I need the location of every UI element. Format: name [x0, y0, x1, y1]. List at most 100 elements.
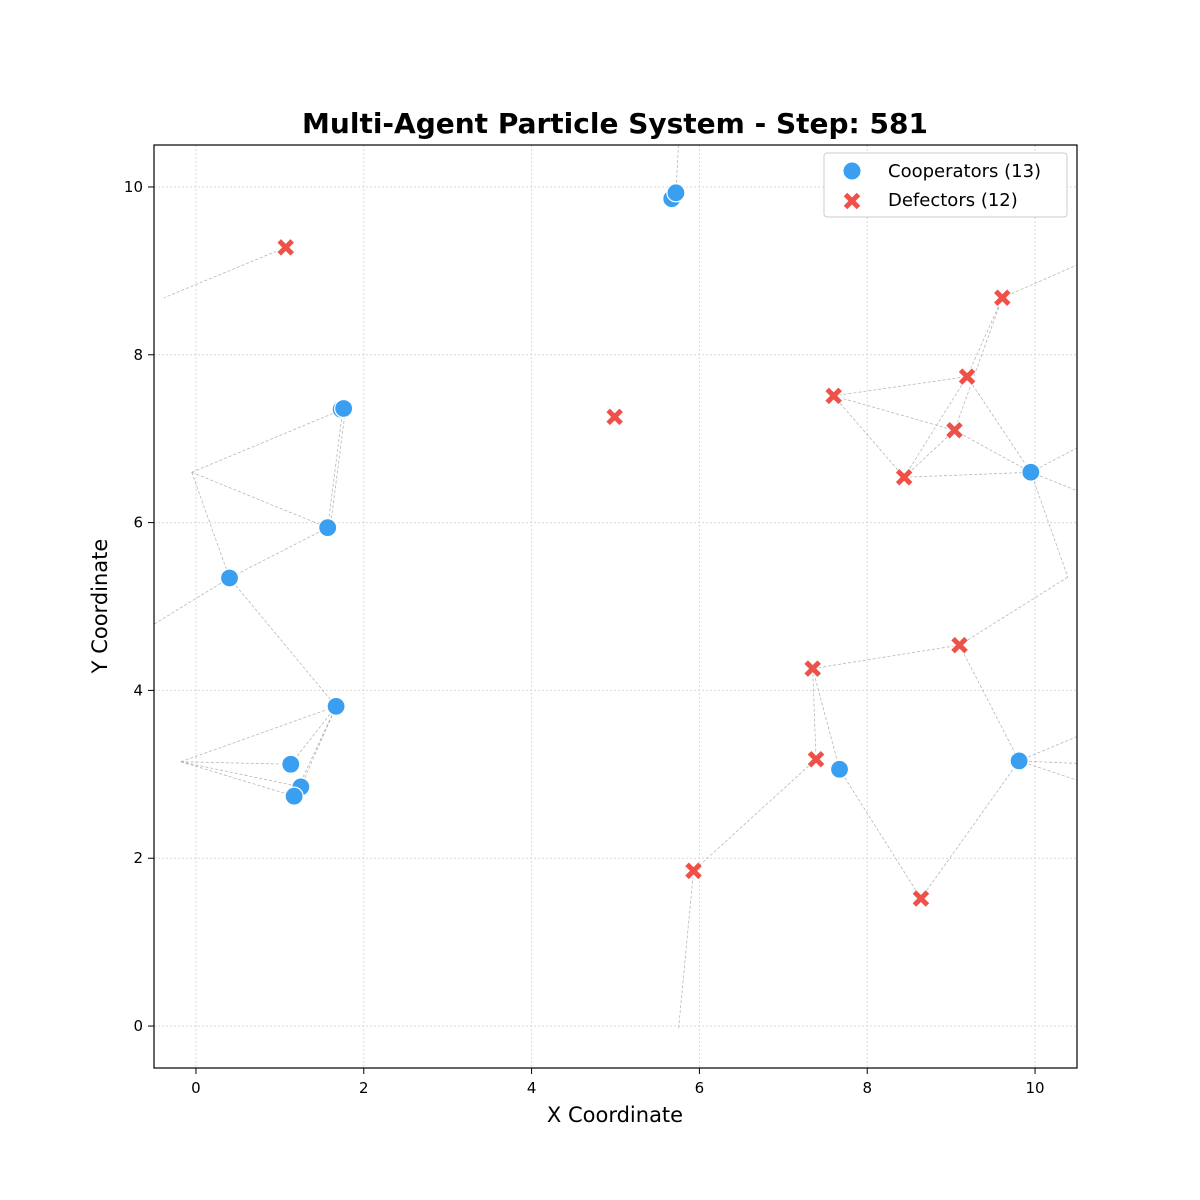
- legend: Cooperators (13) Defectors (12): [823, 152, 1068, 218]
- cooperator-point: [318, 518, 338, 538]
- defector-x-stroke: [277, 239, 295, 256]
- defector-x-stroke: [804, 660, 821, 677]
- cooperator-point: [334, 398, 354, 419]
- legend-defectors-label: Defectors (12): [888, 190, 1018, 211]
- interaction-link: [329, 410, 346, 528]
- defector-x-stroke: [825, 387, 842, 405]
- interaction-link: [191, 408, 343, 473]
- defector-point: [806, 750, 826, 769]
- defector-point: [605, 407, 624, 427]
- interaction-link: [300, 706, 337, 788]
- interaction-link: [153, 577, 230, 625]
- interaction-link: [678, 870, 694, 1031]
- defector-x-stroke: [958, 368, 976, 385]
- chart-title: Multi-Agent Particle System - Step: 581: [302, 107, 928, 140]
- interaction-link: [327, 409, 344, 528]
- interaction-link: [180, 705, 337, 763]
- grid: [154, 145, 1077, 1068]
- y-axis-label: Y Coordinate: [88, 539, 112, 675]
- interaction-link: [904, 471, 1031, 478]
- y-tick-label: 0: [133, 1017, 143, 1035]
- interaction-link: [163, 246, 286, 299]
- data-points: [219, 183, 1041, 908]
- legend-defector-x: [842, 191, 862, 211]
- interaction-link: [966, 297, 1003, 377]
- defector-x-stroke: [807, 750, 825, 768]
- defector-point: [993, 288, 1012, 307]
- interaction-link: [920, 760, 1020, 899]
- interaction-link: [839, 769, 922, 899]
- y-axis: 0 2 4 6 8 10: [124, 178, 154, 1035]
- interaction-link: [954, 429, 1032, 473]
- x-axis: 0 2 4 6 8 10: [191, 1068, 1045, 1097]
- defector-point: [911, 889, 931, 908]
- x-tick-label: 2: [359, 1079, 369, 1097]
- defector-x-stroke: [606, 408, 623, 426]
- y-tick-label: 4: [133, 681, 143, 699]
- interaction-link: [1018, 760, 1078, 781]
- cooperator-point: [829, 759, 850, 779]
- interaction-link: [1002, 264, 1078, 299]
- interaction-link: [693, 758, 817, 872]
- interaction-link: [966, 376, 1032, 473]
- interaction-link: [290, 706, 337, 765]
- cooperator-point: [1009, 751, 1029, 771]
- cooperator-point: [666, 183, 686, 203]
- x-tick-label: 4: [527, 1079, 537, 1097]
- cooperator-point: [1021, 462, 1041, 482]
- cooperator-point: [281, 754, 301, 774]
- defector-point: [894, 468, 914, 487]
- y-tick-label: 2: [133, 849, 143, 867]
- interaction-link: [229, 577, 337, 707]
- defector-x-stroke: [946, 422, 963, 439]
- defector-point: [824, 386, 843, 406]
- legend-cooperator-marker: [842, 161, 862, 181]
- defector-x-stroke: [843, 192, 861, 210]
- interaction-link: [180, 761, 295, 797]
- interaction-link: [959, 644, 1020, 762]
- interaction-link: [229, 527, 328, 579]
- defector-x-stroke: [912, 890, 930, 907]
- defector-point: [684, 861, 703, 880]
- interaction-link: [954, 297, 1003, 431]
- plot-frame: [153, 144, 1078, 1069]
- x-tick-label: 8: [862, 1079, 872, 1097]
- interaction-link: [812, 668, 817, 760]
- legend-cooperators-label: Cooperators (13): [888, 161, 1041, 182]
- defector-point: [945, 421, 964, 440]
- interaction-link: [959, 576, 1068, 646]
- x-axis-label: X Coordinate: [547, 1103, 683, 1127]
- interaction-link: [191, 471, 328, 528]
- defector-point: [276, 238, 295, 257]
- x-tick-label: 10: [1025, 1079, 1044, 1097]
- defector-x-stroke: [994, 289, 1011, 306]
- interaction-link: [903, 429, 955, 478]
- legend-defector-marker: [842, 191, 862, 211]
- defector-x-stroke: [895, 469, 913, 486]
- interaction-link: [833, 376, 968, 397]
- cooperator-point: [219, 568, 240, 588]
- defector-point: [803, 659, 822, 678]
- interaction-link: [180, 761, 301, 788]
- y-tick-label: 10: [124, 178, 143, 196]
- y-tick-label: 6: [133, 514, 143, 532]
- interaction-link: [812, 644, 960, 669]
- interaction-link: [812, 668, 840, 770]
- legend-box: [823, 152, 1068, 218]
- defector-x-stroke: [685, 862, 702, 880]
- interaction-link: [1018, 736, 1078, 762]
- interaction-link: [1030, 447, 1078, 473]
- interaction-link: [180, 761, 291, 765]
- x-tick-label: 6: [695, 1079, 705, 1097]
- defector-point: [957, 367, 977, 386]
- cooperator-point: [284, 786, 304, 806]
- interaction-link: [833, 395, 905, 478]
- links: [153, 144, 1078, 1031]
- y-tick-label: 8: [133, 346, 143, 364]
- defector-point: [950, 635, 969, 655]
- interaction-link: [1030, 471, 1078, 492]
- interaction-link: [191, 472, 230, 579]
- x-tick-label: 0: [191, 1079, 201, 1097]
- defector-x-stroke: [951, 636, 968, 654]
